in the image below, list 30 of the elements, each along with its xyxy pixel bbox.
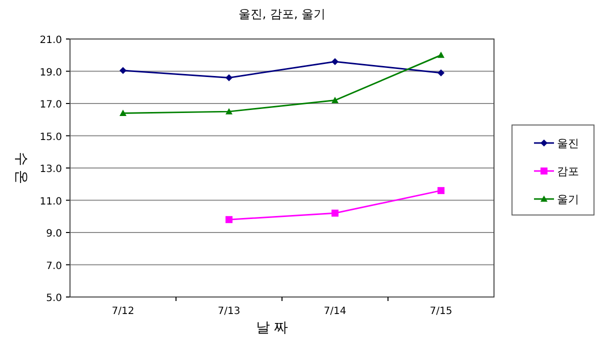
point bbox=[226, 108, 232, 114]
point bbox=[438, 187, 444, 194]
y-tick-label: 17.0 bbox=[40, 100, 62, 110]
y-tick-label: 13.0 bbox=[40, 164, 62, 175]
x-tick-label: 7/12 bbox=[112, 306, 134, 317]
y-tick-label: 21.0 bbox=[40, 35, 62, 46]
y-tick-label: 9.0 bbox=[46, 228, 62, 240]
point bbox=[332, 96, 338, 104]
y-axis-title: 수 온 bbox=[13, 152, 29, 184]
point bbox=[438, 52, 444, 58]
point bbox=[332, 210, 338, 217]
legend-label: 울기 bbox=[557, 193, 579, 206]
x-tick-label: 7/15 bbox=[430, 306, 452, 317]
x-tick-label: 7/13 bbox=[218, 306, 240, 317]
y-tick-label: 5.0 bbox=[46, 293, 62, 304]
chart-title: 울진, 감포, 울기 bbox=[238, 7, 326, 21]
point bbox=[226, 74, 232, 82]
point bbox=[332, 58, 338, 66]
point bbox=[438, 69, 444, 76]
point bbox=[226, 216, 232, 224]
legend-label: 감포 bbox=[557, 165, 579, 178]
x-tick-label: 7/14 bbox=[324, 306, 346, 317]
y-tick-label: 19.0 bbox=[40, 67, 62, 78]
point bbox=[120, 66, 126, 74]
x-axis-title: 날 짜 bbox=[256, 320, 288, 336]
point bbox=[120, 110, 126, 116]
y-tick-label: 11.0 bbox=[40, 196, 62, 208]
y-tick-label: 15.0 bbox=[40, 132, 62, 143]
y-tick-label: 7.0 bbox=[46, 260, 62, 272]
legend-label: 울진 bbox=[557, 137, 579, 150]
